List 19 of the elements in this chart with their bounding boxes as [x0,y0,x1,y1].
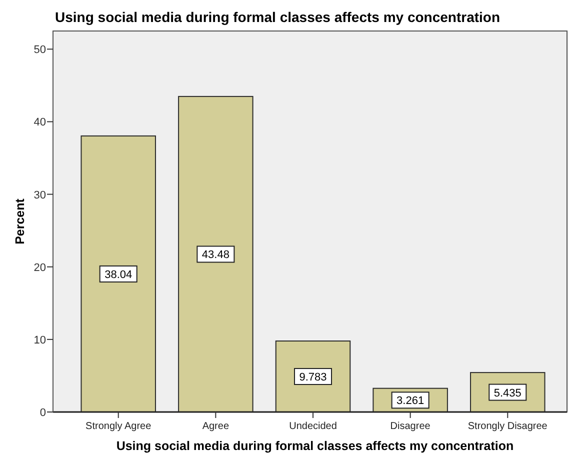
data-label: 5.435 [494,387,522,400]
data-label: 3.261 [396,395,424,408]
data-label: 38.04 [104,268,132,281]
chart-title: Using social media during formal classes affects my concentration [55,9,500,25]
y-axis-title: Percent [13,198,27,244]
y-tick-label: 40 [34,116,46,129]
x-axis-title: Using social media during formal classes affects my concentration [116,439,514,453]
x-tick-label: Strongly Agree [86,421,152,432]
y-tick-label: 10 [34,334,46,346]
y-tick-label: 50 [34,44,46,56]
data-label: 43.48 [202,249,230,262]
y-tick-label: 20 [34,262,46,274]
x-tick-label: Agree [202,421,230,432]
y-tick-label: 0 [40,407,46,419]
x-tick-label: Undecided [289,421,337,432]
x-tick-label: Disagree [390,421,431,432]
data-label: 9.783 [299,372,327,384]
y-tick-label: 30 [34,189,46,202]
x-tick-label: Strongly Disagree [468,421,548,432]
